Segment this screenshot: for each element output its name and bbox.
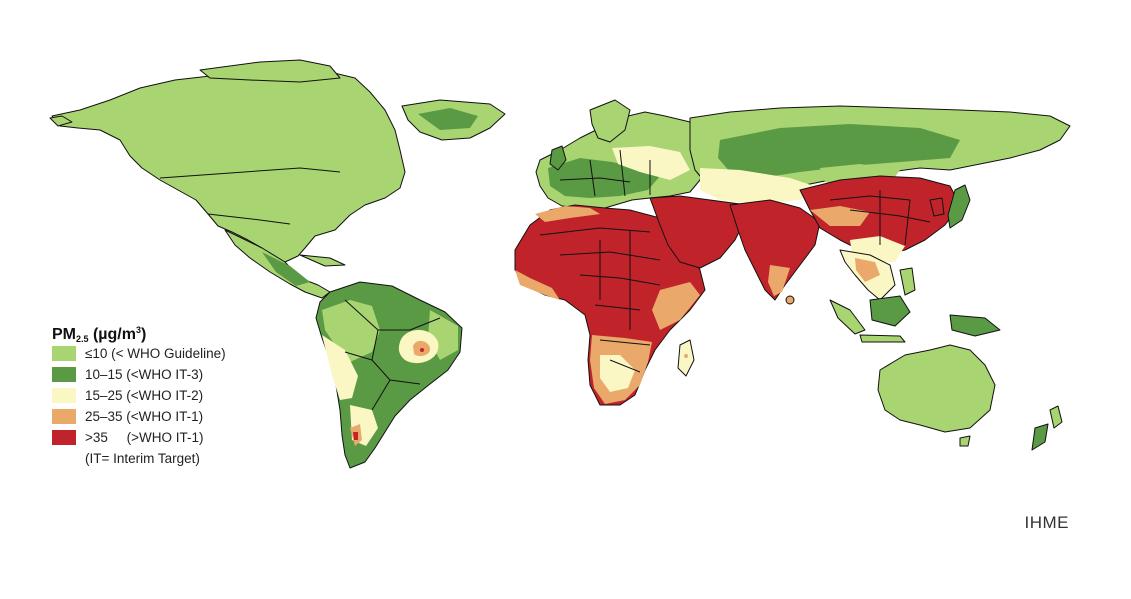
legend-title-units: (µg/m — [88, 326, 136, 343]
legend-label: >35 (>WHO IT-1) — [85, 429, 204, 445]
alaska-island — [49, 115, 73, 127]
west-africa-coast-mid — [515, 270, 560, 300]
tasmania — [959, 435, 971, 447]
argentina-hotspot — [353, 432, 358, 440]
legend-item: 15–25 (<WHO IT-2) — [52, 385, 282, 405]
legend-label: ≤10 (< WHO Guideline) — [85, 345, 226, 361]
new-guinea — [949, 314, 1001, 337]
legend-title-main: PM — [52, 326, 76, 343]
legend-item: ≤10 (< WHO Guideline) — [52, 343, 282, 363]
sumatra — [829, 299, 866, 335]
legend-swatch-low — [52, 366, 76, 382]
central-asia-mid — [700, 168, 820, 204]
new-zealand-south — [1031, 423, 1049, 451]
east-asia-borders — [829, 190, 931, 246]
indochina-mid — [855, 258, 880, 282]
north-africa-coast-mid — [535, 206, 600, 222]
europe-borders — [559, 149, 651, 197]
legend-swatch-mid — [52, 387, 76, 403]
legend-title-units-close: ) — [140, 326, 147, 343]
legend-title-superscript: 3 — [135, 325, 141, 335]
madagascar-hotspot — [684, 354, 688, 358]
africa-borders — [539, 227, 661, 373]
british-isles — [549, 145, 567, 171]
siberia-moderate — [718, 124, 960, 178]
legend-note: (IT= Interim Target) — [85, 451, 200, 466]
legend-item: 10–15 (<WHO IT-3) — [52, 364, 282, 384]
java — [859, 334, 906, 343]
legend-swatch-high — [52, 408, 76, 424]
east-africa-mid — [652, 282, 700, 330]
legend-title-subscript: 2.5 — [76, 334, 89, 344]
south-asia — [729, 199, 821, 301]
north-america-borders — [159, 167, 341, 225]
borneo — [869, 295, 911, 327]
legend-title: PM2.5 (µg/m3) — [52, 318, 282, 344]
legend-label: 15–25 (<WHO IT-2) — [85, 387, 204, 403]
brazil-hotspot-core — [420, 348, 424, 352]
legend-swatch-very-low — [52, 345, 76, 361]
southern-africa-low — [600, 355, 635, 392]
south-america-borders — [344, 299, 441, 411]
south-india-mid — [768, 265, 790, 296]
new-zealand-north — [1049, 405, 1063, 429]
australia — [877, 344, 996, 433]
scandinavia — [589, 99, 631, 143]
arctic-islands — [199, 59, 341, 83]
europe-mid — [612, 146, 690, 180]
greenland-interior — [418, 108, 478, 130]
caribbean-islands — [299, 254, 346, 267]
map-legend: PM2.5 (µg/m3) ≤10 (< WHO Guideline) 10–1… — [52, 318, 282, 466]
korea — [929, 197, 945, 217]
sri-lanka — [785, 295, 795, 305]
central-america-moderate — [262, 252, 310, 286]
legend-label: 25–35 (<WHO IT-1) — [85, 408, 204, 424]
legend-item: >35 (>WHO IT-1) — [52, 427, 282, 447]
legend-item: 25–35 (<WHO IT-1) — [52, 406, 282, 426]
source-credit: IHME — [1024, 513, 1069, 532]
legend-swatch-very-high — [52, 429, 76, 445]
south-america-mid-zone — [322, 335, 358, 400]
middle-east — [649, 195, 746, 269]
japan — [947, 184, 971, 229]
legend-label: 10–15 (<WHO IT-3) — [85, 366, 204, 382]
philippines — [899, 267, 916, 296]
